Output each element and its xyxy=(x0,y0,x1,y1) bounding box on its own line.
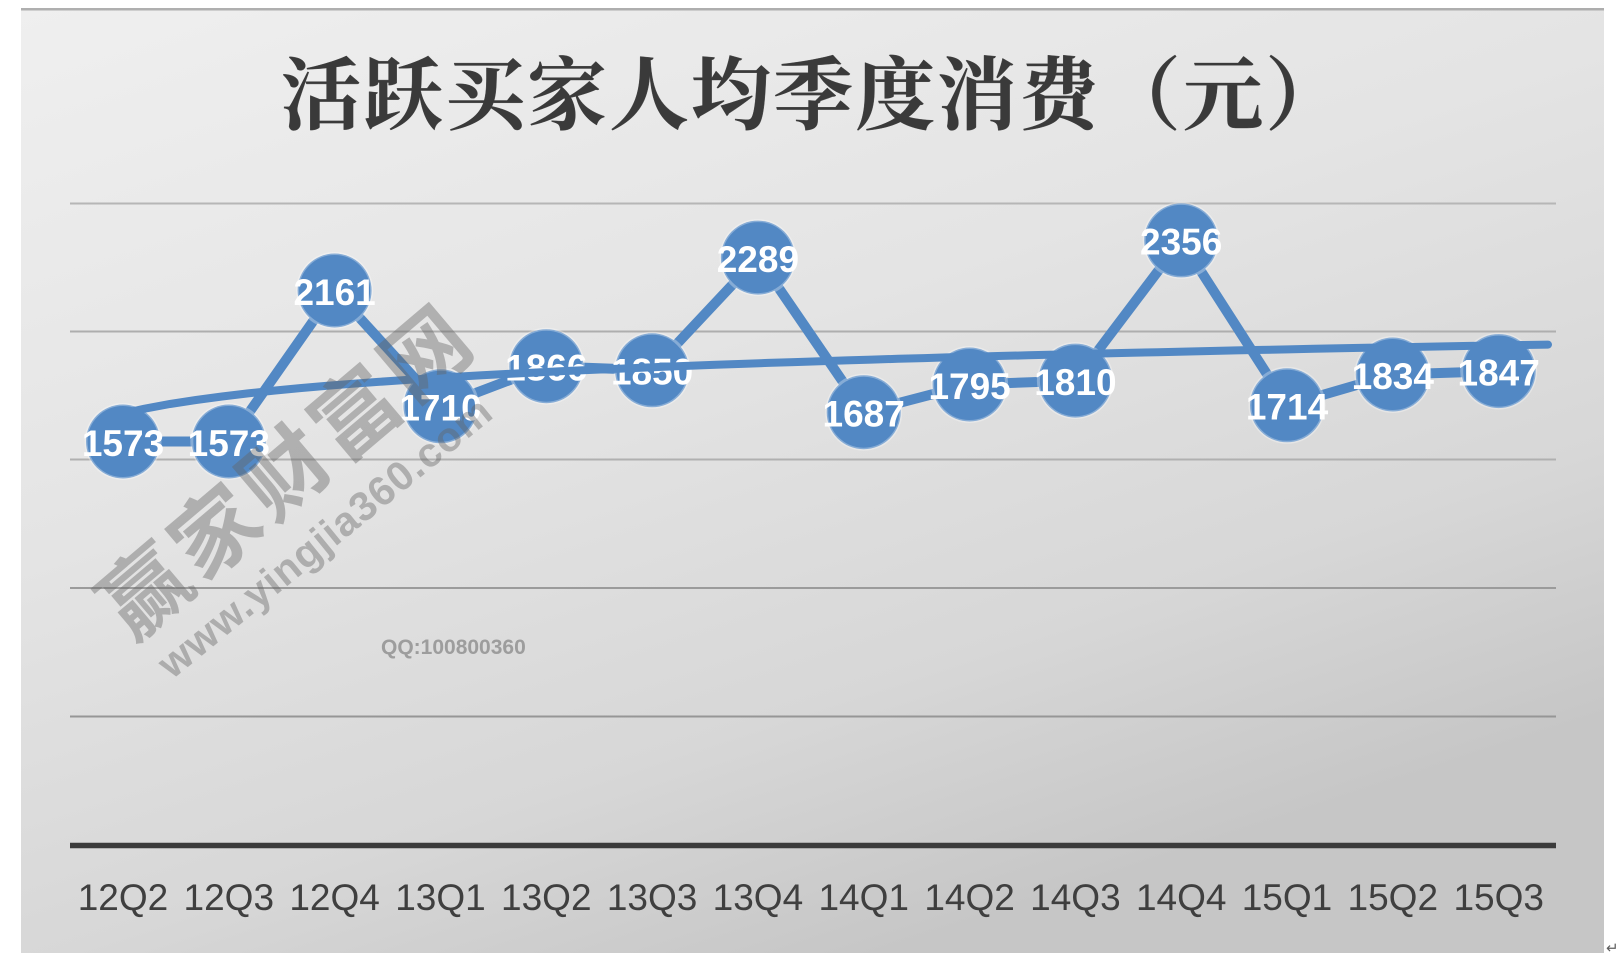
svg-text:14Q2: 14Q2 xyxy=(924,877,1015,918)
svg-text:↵: ↵ xyxy=(1606,940,1619,957)
svg-text:1795: 1795 xyxy=(928,366,1010,407)
svg-text:1687: 1687 xyxy=(823,394,905,435)
svg-text:1573: 1573 xyxy=(82,423,164,464)
svg-text:12Q2: 12Q2 xyxy=(78,877,169,918)
svg-text:14Q3: 14Q3 xyxy=(1030,877,1121,918)
svg-text:13Q2: 13Q2 xyxy=(501,877,592,918)
svg-text:1810: 1810 xyxy=(1034,362,1116,403)
svg-text:1714: 1714 xyxy=(1246,387,1329,428)
svg-text:12Q4: 12Q4 xyxy=(289,877,380,918)
svg-text:13Q4: 13Q4 xyxy=(713,877,804,918)
svg-text:14Q4: 14Q4 xyxy=(1136,877,1227,918)
svg-text:2289: 2289 xyxy=(717,239,799,280)
svg-text:14Q1: 14Q1 xyxy=(818,877,909,918)
svg-text:15Q2: 15Q2 xyxy=(1348,877,1439,918)
svg-text:1847: 1847 xyxy=(1458,352,1540,393)
svg-text:1834: 1834 xyxy=(1352,356,1435,397)
svg-text:15Q1: 15Q1 xyxy=(1242,877,1333,918)
svg-text:13Q3: 13Q3 xyxy=(607,877,698,918)
svg-text:12Q3: 12Q3 xyxy=(184,877,275,918)
svg-text:2356: 2356 xyxy=(1140,222,1222,263)
svg-text:13Q1: 13Q1 xyxy=(395,877,486,918)
svg-text:2161: 2161 xyxy=(293,272,375,313)
svg-text:QQ:100800360: QQ:100800360 xyxy=(381,636,526,659)
svg-text:15Q3: 15Q3 xyxy=(1453,877,1544,918)
